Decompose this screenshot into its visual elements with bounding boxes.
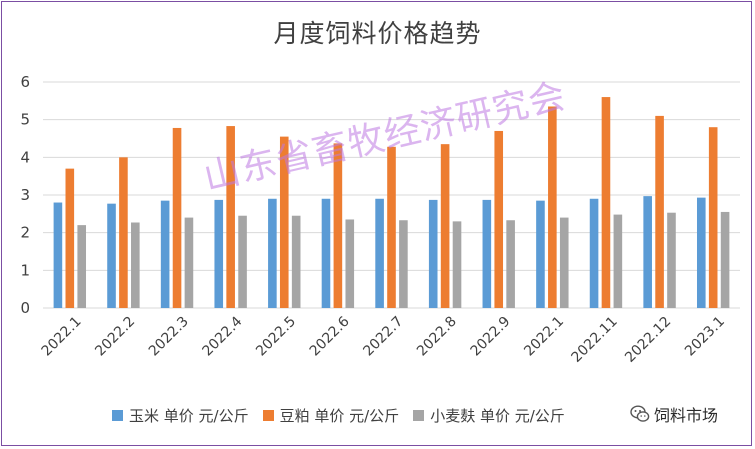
x-tick-label: 2022.12	[622, 314, 674, 366]
bars	[53, 97, 730, 309]
bar-series-0-2	[160, 200, 170, 308]
bar-series-1-10	[601, 97, 611, 308]
bar-series-2-10	[613, 214, 623, 308]
bar-series-2-1	[131, 222, 140, 308]
x-tick-label: 2022.1	[39, 314, 85, 360]
bar-series-2-6	[399, 220, 408, 308]
bar-series-0-6	[375, 198, 384, 308]
wechat-icon	[630, 405, 650, 422]
legend-swatch-corn	[112, 410, 123, 421]
bar-series-1-0	[65, 168, 75, 308]
bar-series-0-4	[268, 198, 277, 308]
legend-label-corn: 玉米 单价 元/公斤	[129, 407, 249, 425]
bar-series-0-1	[107, 203, 116, 308]
chart-title: 月度饲料价格趋势	[273, 19, 482, 48]
bar-series-2-9	[559, 217, 569, 308]
bar-series-0-9	[536, 200, 545, 308]
bar-series-1-1	[119, 157, 128, 308]
legend-swatch-wheat-bran	[413, 410, 425, 421]
y-axis-ticks: 0 1 2 3 4 5 6	[20, 73, 30, 317]
bar-series-0-12	[696, 197, 706, 308]
bar-series-0-3	[214, 199, 224, 308]
legend: 玉米 单价 元/公斤 豆粕 单价 元/公斤 小麦麸 单价 元/公斤	[112, 405, 579, 426]
bar-series-1-7	[440, 144, 450, 308]
bar-series-1-8	[494, 130, 504, 308]
bar-series-2-3	[238, 215, 247, 308]
bar-series-1-11	[655, 115, 664, 309]
x-tick-label: 2022.7	[360, 314, 406, 360]
x-tick-label: 2022.4	[200, 313, 246, 359]
legend-item-soymeal: 豆粕 单价 元/公斤	[262, 405, 400, 426]
y-tick-label: 1	[20, 261, 30, 279]
bar-series-1-3	[226, 126, 235, 308]
bar-series-0-11	[643, 196, 652, 308]
legend-label-soymeal: 豆粕 单价 元/公斤	[279, 407, 400, 425]
bar-series-2-0	[77, 225, 87, 308]
x-tick-label: 2022.1	[521, 314, 567, 360]
y-tick-label: 4	[20, 148, 30, 166]
bar-series-0-10	[589, 198, 599, 308]
x-tick-label: 2022.5	[253, 314, 299, 360]
bar-series-1-12	[708, 127, 718, 308]
y-tick-label: 5	[20, 111, 30, 129]
legend-item-wheat-bran: 小麦麸 单价 元/公斤	[413, 405, 565, 426]
bar-series-1-2	[172, 127, 182, 308]
x-tick-label: 2022.11	[569, 314, 621, 366]
bar-series-1-5	[333, 143, 343, 308]
bar-series-1-6	[387, 146, 396, 308]
bar-series-2-2	[184, 217, 194, 308]
x-tick-label: 2022.9	[468, 314, 514, 360]
y-tick-label: 6	[20, 73, 30, 91]
bar-series-2-7	[452, 221, 462, 308]
bar-series-0-0	[53, 202, 63, 308]
bar-series-2-5	[345, 219, 355, 308]
x-tick-label: 2022.8	[414, 314, 460, 360]
x-axis-ticks: 2022.1 2022.2 2022.3 2022.4 2022.5 2022.6 2022…	[39, 313, 728, 365]
bar-series-2-11	[667, 212, 676, 308]
bar-series-0-8	[482, 199, 492, 308]
bar-series-0-5	[321, 198, 331, 308]
x-tick-label: 2023.1	[682, 314, 728, 360]
y-tick-label: 3	[20, 186, 30, 204]
x-tick-label: 2022.6	[307, 313, 353, 359]
x-tick-label: 2022.3	[146, 314, 192, 360]
bar-series-2-8	[506, 220, 515, 308]
bar-series-2-12	[720, 211, 730, 308]
brand-badge: 饲料市场	[630, 402, 718, 426]
y-tick-label: 2	[20, 224, 30, 242]
bar-series-0-7	[428, 199, 438, 308]
bar-series-1-4	[279, 136, 289, 308]
legend-swatch-soymeal	[262, 410, 274, 421]
legend-label-wheat-bran: 小麦麸 单价 元/公斤	[430, 407, 565, 425]
brand-label: 饲料市场	[654, 406, 719, 425]
legend-item-corn: 玉米 单价 元/公斤	[112, 405, 249, 426]
x-tick-label: 2022.2	[92, 314, 138, 360]
bar-series-2-4	[291, 215, 301, 308]
y-tick-label: 0	[20, 299, 30, 317]
bar-series-1-9	[548, 106, 557, 308]
